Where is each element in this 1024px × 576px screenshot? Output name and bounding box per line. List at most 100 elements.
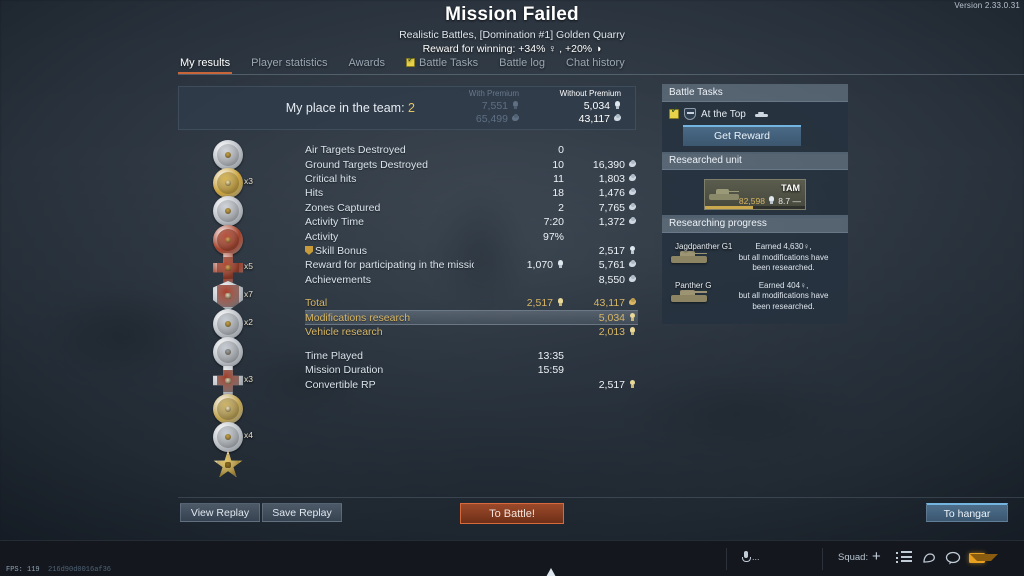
stats-row-label: Achievements bbox=[305, 273, 371, 286]
award-medal[interactable] bbox=[207, 196, 253, 227]
view-replay-button[interactable]: View Replay bbox=[180, 503, 260, 522]
tab-label: Chat history bbox=[566, 56, 625, 69]
add-squad-icon[interactable]: + bbox=[872, 548, 881, 565]
award-medal[interactable]: x3 bbox=[207, 365, 253, 396]
stats-row-label: Modifications research bbox=[305, 311, 411, 324]
research-note-line1: but all modifications have bbox=[738, 291, 829, 300]
my-place-panel: My place in the team: 2 With Premium 7,5… bbox=[178, 86, 636, 130]
medal-multiplier: x3 bbox=[244, 373, 253, 384]
to-battle-button[interactable]: To Battle! bbox=[460, 503, 564, 524]
players-list-icon[interactable] bbox=[896, 551, 912, 565]
stats-row: Achievements 8,550 bbox=[305, 273, 638, 287]
stats-row-value-secondary: 1,372 bbox=[566, 216, 638, 228]
stats-row-label: Mission Duration bbox=[305, 364, 384, 377]
tab-awards[interactable]: Awards bbox=[347, 57, 387, 72]
tank-icon bbox=[754, 111, 768, 117]
squad-label: Squad: bbox=[838, 552, 869, 563]
stats-row-value-secondary: 2,013 bbox=[566, 326, 638, 338]
tab-battle-tasks[interactable]: Battle Tasks bbox=[404, 55, 480, 72]
stats-row-label: Ground Targets Destroyed bbox=[305, 158, 428, 171]
stats-row-value-primary: 10 bbox=[552, 158, 564, 171]
my-place-label: My place in the team: 2 bbox=[286, 101, 425, 115]
stats-row: Hits 18 1,476 bbox=[305, 186, 638, 200]
stats-row: Reward for participating in the mission 1… bbox=[305, 258, 638, 272]
award-medal[interactable] bbox=[207, 450, 253, 478]
stats-row-value-primary: 13:35 bbox=[537, 349, 564, 362]
tank-icon bbox=[671, 289, 707, 304]
vehicle-name: Panther G bbox=[675, 280, 712, 290]
stats-row-value-secondary: 8,550 bbox=[566, 274, 638, 286]
without-premium-column: Without Premium 5,034 43,117 bbox=[527, 89, 629, 126]
mail-icon[interactable] bbox=[969, 553, 998, 563]
stats-row-value-secondary: 5,761 bbox=[566, 259, 638, 271]
battle-task-row[interactable]: At the Top bbox=[669, 106, 841, 120]
stats-row: Critical hits 11 1,803 bbox=[305, 172, 638, 186]
chat-bar-divider-2 bbox=[822, 548, 823, 570]
stats-row-value-secondary: 2,517 bbox=[566, 245, 638, 257]
award-medal[interactable] bbox=[207, 140, 253, 170]
stats-row-value-secondary: 5,034 bbox=[566, 312, 638, 324]
tab-battle-log[interactable]: Battle log bbox=[497, 57, 547, 72]
award-medal[interactable] bbox=[207, 224, 253, 255]
researching-progress-row: Panther G Earned 404♀, but all modificatio… bbox=[669, 278, 841, 317]
save-replay-button[interactable]: Save Replay bbox=[262, 503, 342, 522]
tab-label: Battle log bbox=[499, 56, 546, 69]
medal-multiplier: x4 bbox=[244, 429, 253, 440]
tab-label: My results bbox=[180, 56, 231, 69]
task-complete-checkbox-icon bbox=[669, 106, 679, 119]
get-reward-button[interactable]: Get Reward bbox=[683, 125, 801, 146]
medal-icon bbox=[213, 450, 243, 478]
earned-rp-text: Earned 404♀, bbox=[758, 280, 809, 290]
rp-icon bbox=[628, 327, 636, 336]
tab-chat-history[interactable]: Chat history bbox=[564, 57, 627, 72]
microphone-control[interactable]: ... bbox=[742, 551, 760, 562]
medal-icon bbox=[213, 309, 243, 340]
stats-row-value-secondary: 1,476 bbox=[566, 187, 638, 199]
chat-bar-divider bbox=[726, 548, 727, 570]
medal-multiplier: x7 bbox=[244, 288, 253, 299]
research-note-line1: but all modifications have bbox=[738, 252, 829, 262]
tab-checkbox-icon bbox=[406, 55, 416, 67]
clan-icon[interactable] bbox=[921, 551, 937, 565]
award-medal[interactable] bbox=[207, 337, 253, 368]
vehicle-thumb: Panther G bbox=[669, 281, 721, 309]
rp-icon bbox=[556, 298, 564, 307]
award-medal[interactable]: x4 bbox=[207, 421, 253, 452]
silver-lions-icon bbox=[628, 298, 636, 307]
to-hangar-button[interactable]: To hangar bbox=[926, 503, 1008, 522]
stats-row-value-primary: 11 bbox=[553, 172, 564, 185]
stats-row-value-primary: 1,070 bbox=[474, 259, 566, 271]
researched-unit-name: TAM bbox=[781, 183, 800, 193]
chat-bubble-icon[interactable] bbox=[945, 551, 961, 565]
award-medal[interactable]: x5 bbox=[207, 252, 253, 283]
stats-row: Modifications research 5,034 bbox=[305, 310, 638, 326]
microphone-icon bbox=[742, 551, 751, 562]
mission-header: Mission Failed Realistic Battles, [Domin… bbox=[0, 4, 1024, 55]
silver-lions-icon bbox=[628, 202, 636, 212]
stats-row: Activity 97% bbox=[305, 229, 638, 243]
award-medal[interactable]: x2 bbox=[207, 309, 253, 340]
medal-multiplier: x5 bbox=[244, 260, 253, 271]
with-premium-rp: 7,551 bbox=[425, 100, 519, 113]
battle-tasks-panel: Battle Tasks At the Top Get Reward bbox=[662, 84, 848, 154]
tab-player-statistics[interactable]: Player statistics bbox=[249, 57, 329, 72]
premium-comparison: With Premium 7,551 65,499 Without Premiu… bbox=[425, 89, 635, 126]
stats-row: Time Played 13:35 bbox=[305, 349, 638, 363]
stats-row: Air Targets Destroyed 0 bbox=[305, 143, 638, 157]
fps-counter: FPS: 119 bbox=[6, 566, 40, 574]
researched-unit-card[interactable]: TAM 82,598 8.7 — bbox=[704, 179, 806, 210]
tab-my-results[interactable]: My results bbox=[178, 56, 233, 74]
medal-multiplier: x3 bbox=[244, 176, 253, 187]
award-medal[interactable]: x3 bbox=[207, 168, 253, 199]
researched-unit-panel: Researched unit TAM 82,598 8.7 — bbox=[662, 152, 848, 218]
version-label: Version 2.33.0.31 bbox=[954, 1, 1020, 10]
stats-row-value-primary: 18 bbox=[552, 187, 564, 200]
medal-icon bbox=[213, 280, 243, 311]
medal-icon bbox=[213, 196, 243, 227]
tab-label: Battle Tasks bbox=[419, 56, 479, 69]
without-premium-sl: 43,117 bbox=[527, 113, 621, 126]
awards-column: x3 x5 x7 x2 x3 x4 bbox=[207, 140, 253, 478]
award-medal[interactable]: x7 bbox=[207, 280, 253, 311]
award-medal[interactable] bbox=[207, 393, 253, 424]
rp-icon bbox=[628, 379, 636, 389]
